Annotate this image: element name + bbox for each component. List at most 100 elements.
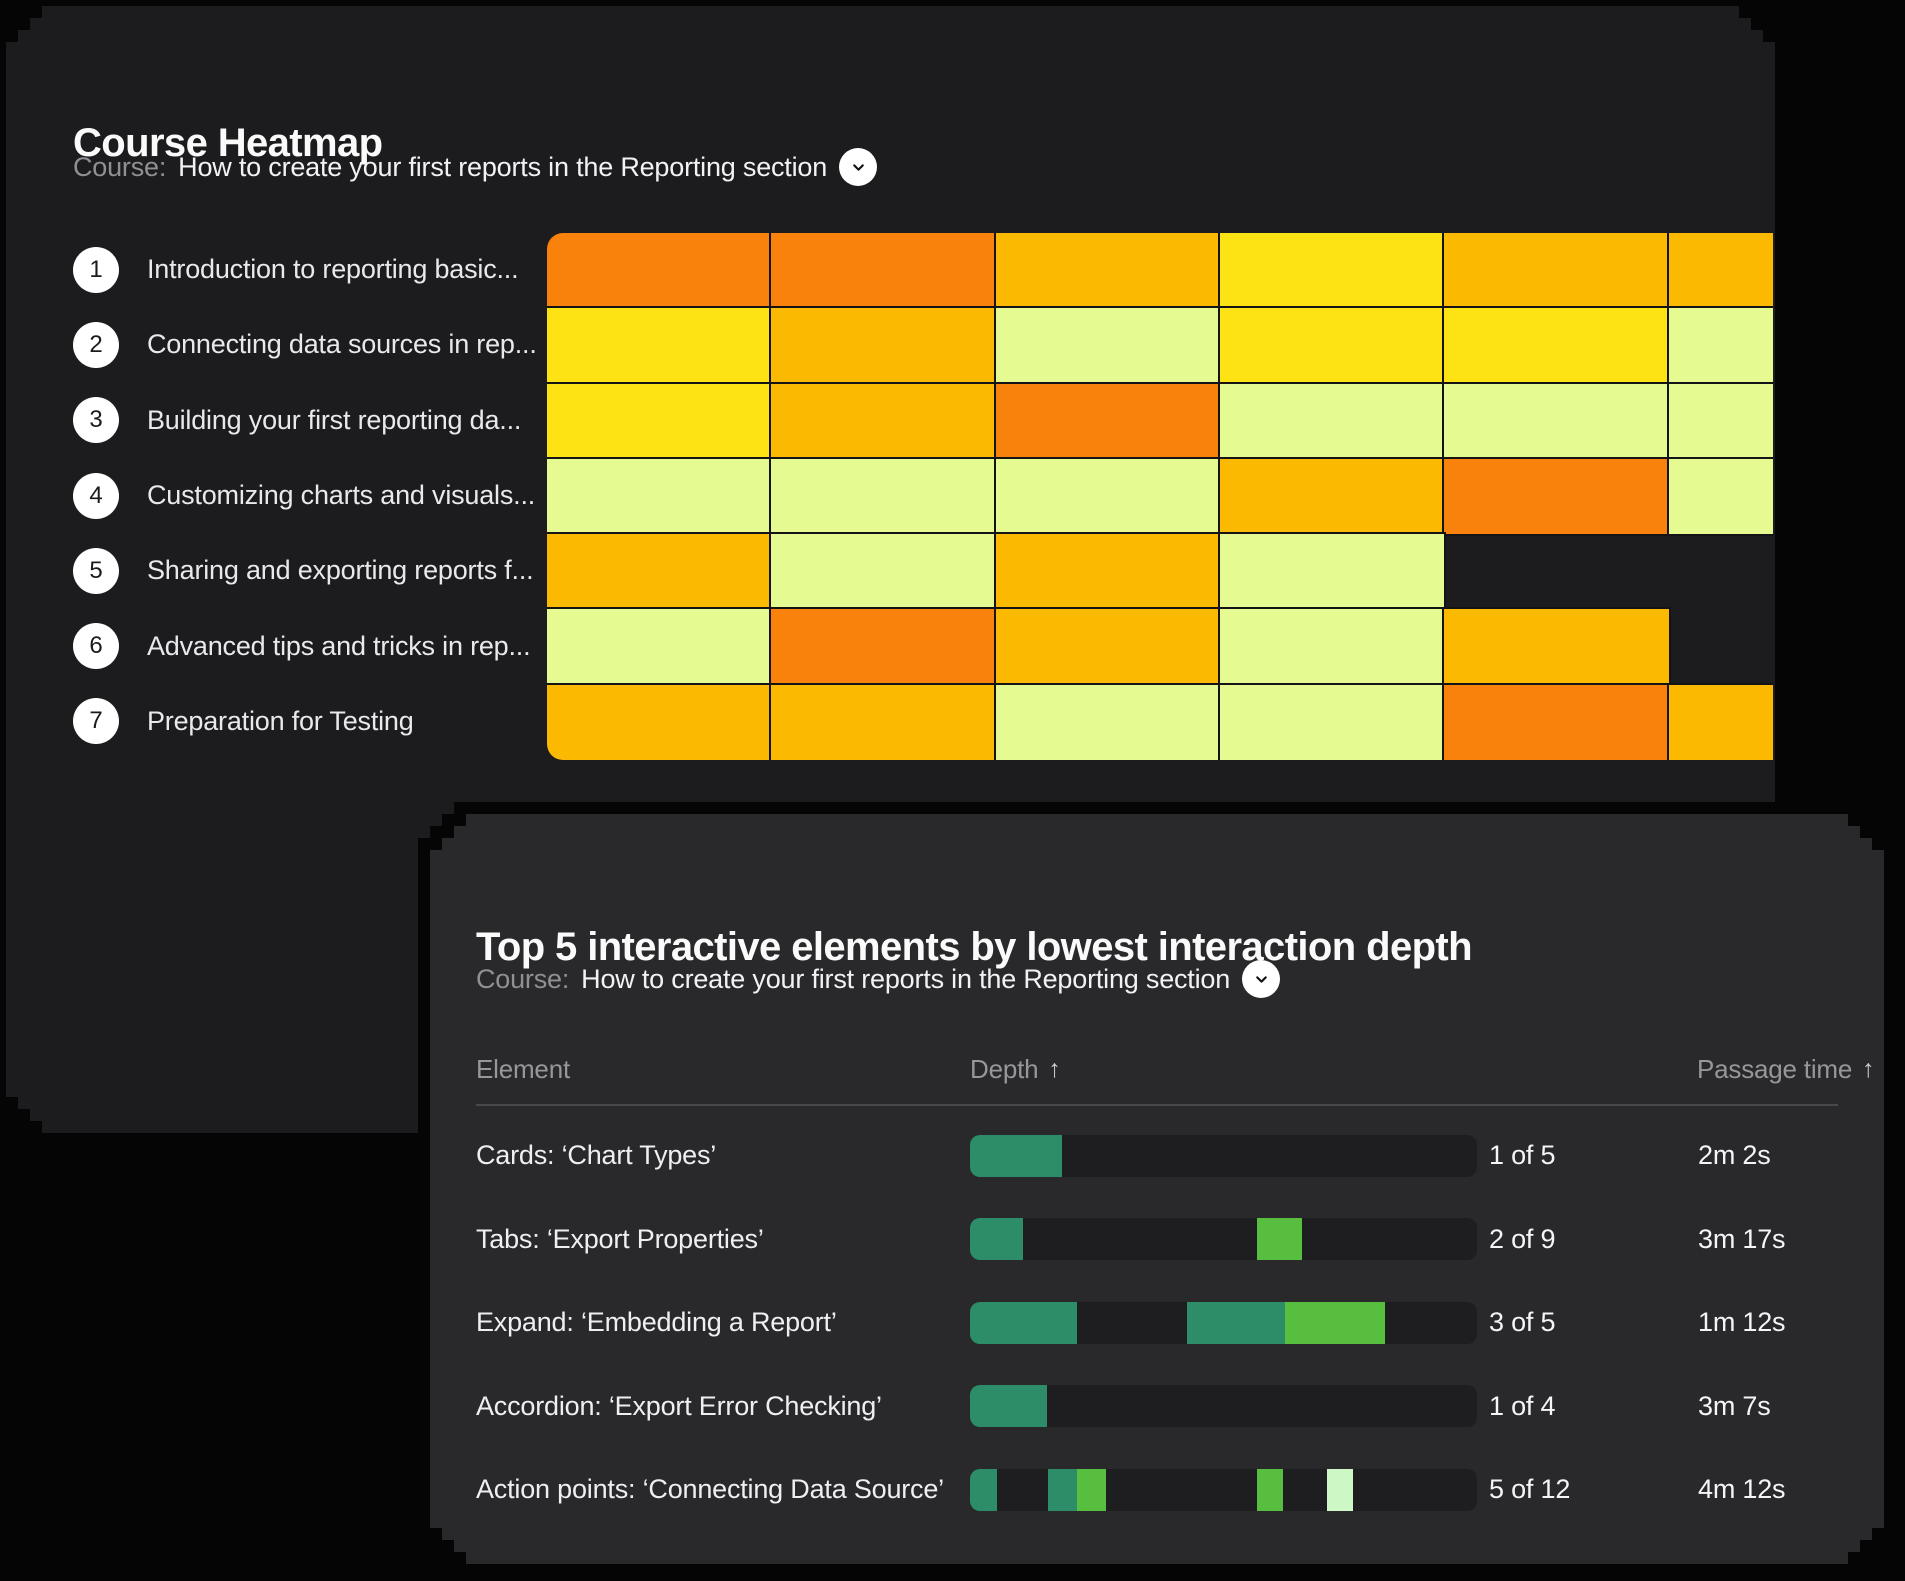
lesson-item-6[interactable]: 6 Advanced tips and tricks in rep... <box>73 608 543 683</box>
element-label: Cards: ‘Chart Types’ <box>476 1140 717 1171</box>
table-row-4: Accordion: ‘Export Error Checking’ 1 of 4… <box>430 1365 1884 1449</box>
heatmap-cell-r1-c6-amber[interactable] <box>1669 233 1773 308</box>
lesson-item-5[interactable]: 5 Sharing and exporting reports f... <box>73 533 543 608</box>
heatmap-cell-r3-c2-amber[interactable] <box>771 384 995 459</box>
lesson-number-badge: 1 <box>73 247 119 293</box>
depth-bar-segment-teal <box>970 1302 1077 1344</box>
depth-bar-segment-teal <box>1048 1469 1077 1511</box>
heatmap-course-selector: Course: How to create your first reports… <box>73 148 877 186</box>
heatmap-cell-r6-c4-lime[interactable] <box>1220 609 1444 684</box>
lesson-label: Introduction to reporting basic... <box>147 254 519 285</box>
depth-panel-shadow: Top 5 interactive elements by lowest int… <box>418 802 1896 1576</box>
heatmap-cell-r6-c1-lime[interactable] <box>547 609 771 684</box>
lesson-label: Connecting data sources in rep... <box>147 329 537 360</box>
chevron-down-icon <box>1253 971 1270 988</box>
heatmap-cell-r5-c2-lime[interactable] <box>771 534 995 609</box>
sort-ascending-icon: ↑ <box>1048 1055 1061 1083</box>
heatmap-cell-r7-c1-amber[interactable] <box>547 685 771 760</box>
course-label: Course: <box>73 151 167 182</box>
element-label: Accordion: ‘Export Error Checking’ <box>476 1390 882 1421</box>
passage-time-value: 2m 2s <box>1698 1140 1771 1171</box>
depth-bar-segment-mint <box>1327 1469 1353 1511</box>
table-rows: Cards: ‘Chart Types’ 1 of 5 2m 2s Tabs: ‘Ex… <box>430 1114 1884 1532</box>
depth-value: 2 of 9 <box>1489 1223 1556 1254</box>
heatmap-cell-r3-c4-lime[interactable] <box>1220 384 1444 459</box>
element-label: Tabs: ‘Export Properties’ <box>476 1223 764 1254</box>
lesson-item-2[interactable]: 2 Connecting data sources in rep... <box>73 307 543 382</box>
column-header-element: Element <box>476 1054 570 1084</box>
depth-bar-segment-green <box>1257 1218 1302 1260</box>
heatmap-cell-r5-c1-amber[interactable] <box>547 534 771 609</box>
heatmap-cell-r1-c5-amber[interactable] <box>1444 233 1668 308</box>
heatmap-cell-r2-c2-amber[interactable] <box>771 308 995 383</box>
heatmap-cell-r5-c4-lime[interactable] <box>1220 534 1444 609</box>
heatmap-cell-r2-c3-lime[interactable] <box>996 308 1220 383</box>
lesson-number-badge: 7 <box>73 698 119 744</box>
heatmap-cell-r1-c2-orange[interactable] <box>771 233 995 308</box>
heatmap-cell-r3-c6-lime[interactable] <box>1669 384 1773 459</box>
depth-value: 5 of 12 <box>1489 1474 1571 1505</box>
lesson-label: Customizing charts and visuals... <box>147 480 536 511</box>
heatmap-cell-r7-c2-amber[interactable] <box>771 685 995 760</box>
heatmap-cell-r1-c3-amber[interactable] <box>996 233 1220 308</box>
depth-bar <box>970 1218 1477 1260</box>
lesson-list: 1 Introduction to reporting basic... 2 Conn… <box>73 232 543 759</box>
heatmap-cell-r6-c6-empty <box>1669 609 1773 684</box>
heatmap-cell-r7-c5-orange[interactable] <box>1444 685 1668 760</box>
heatmap-cell-r4-c5-orange[interactable] <box>1444 459 1668 534</box>
heatmap-cell-r7-c4-lime[interactable] <box>1220 685 1444 760</box>
heatmap-cell-r3-c5-lime[interactable] <box>1444 384 1668 459</box>
heatmap-cell-r4-c3-lime[interactable] <box>996 459 1220 534</box>
lesson-item-1[interactable]: 1 Introduction to reporting basic... <box>73 232 543 307</box>
element-label: Action points: ‘Connecting Data Source’ <box>476 1474 944 1505</box>
lesson-item-4[interactable]: 4 Customizing charts and visuals... <box>73 458 543 533</box>
table-row-2: Tabs: ‘Export Properties’ 2 of 9 3m 17s <box>430 1198 1884 1282</box>
depth-bar-segment-teal <box>970 1135 1062 1177</box>
heatmap-cell-r4-c1-lime[interactable] <box>547 459 771 534</box>
chevron-down-icon <box>850 159 867 176</box>
course-name: How to create your first reports in the … <box>581 963 1231 994</box>
heatmap-cell-r2-c5-yellow[interactable] <box>1444 308 1668 383</box>
heatmap-cell-r6-c2-orange[interactable] <box>771 609 995 684</box>
heatmap-cell-r1-c1-orange[interactable] <box>547 233 771 308</box>
heatmap-cell-r5-c3-amber[interactable] <box>996 534 1220 609</box>
lesson-item-7[interactable]: 7 Preparation for Testing <box>73 684 543 759</box>
passage-time-value: 4m 12s <box>1698 1474 1786 1505</box>
depth-bar-segment-teal <box>970 1385 1047 1427</box>
heatmap-cell-r2-c4-yellow[interactable] <box>1220 308 1444 383</box>
lesson-label: Sharing and exporting reports f... <box>147 555 534 586</box>
depth-bar-segment-green <box>1257 1469 1283 1511</box>
heatmap-cell-r6-c3-amber[interactable] <box>996 609 1220 684</box>
heatmap-cell-r4-c4-amber[interactable] <box>1220 459 1444 534</box>
column-header-passage-time[interactable]: Passage time ↑ <box>1697 1054 1875 1084</box>
heatmap-cell-r7-c6-amber[interactable] <box>1669 685 1773 760</box>
depth-bar-segment-teal <box>970 1218 1023 1260</box>
course-label: Course: <box>476 963 570 994</box>
heatmap-cell-r6-c5-amber[interactable] <box>1444 609 1668 684</box>
depth-bar <box>970 1469 1477 1511</box>
column-header-depth[interactable]: Depth ↑ <box>970 1054 1061 1084</box>
heatmap-cell-r7-c3-lime[interactable] <box>996 685 1220 760</box>
heatmap-cell-r5-c5-empty <box>1444 534 1668 609</box>
lesson-number-badge: 5 <box>73 548 119 594</box>
course-dropdown-button[interactable] <box>839 148 877 186</box>
heatmap-cell-r4-c2-lime[interactable] <box>771 459 995 534</box>
heatmap-cell-r1-c4-yellow[interactable] <box>1220 233 1444 308</box>
heatmap-cell-r2-c1-yellow[interactable] <box>547 308 771 383</box>
passage-time-value: 3m 17s <box>1698 1223 1786 1254</box>
heatmap-cell-r2-c6-lime[interactable] <box>1669 308 1773 383</box>
course-dropdown-button[interactable] <box>1242 960 1280 998</box>
sort-ascending-icon: ↑ <box>1862 1055 1875 1083</box>
depth-value: 1 of 4 <box>1489 1390 1556 1421</box>
depth-course-selector: Course: How to create your first reports… <box>476 960 1280 998</box>
lesson-label: Advanced tips and tricks in rep... <box>147 630 531 661</box>
course-heatmap-panel: Course Heatmap Course: How to create you… <box>6 6 1775 1133</box>
depth-bar-segment-green <box>1285 1302 1385 1344</box>
heatmap-cell-r3-c1-yellow[interactable] <box>547 384 771 459</box>
lesson-item-3[interactable]: 3 Building your first reporting da... <box>73 383 543 458</box>
heatmap-cell-r3-c3-orange[interactable] <box>996 384 1220 459</box>
lesson-label: Preparation for Testing <box>147 705 414 736</box>
depth-bar <box>970 1135 1477 1177</box>
heatmap-cell-r4-c6-lime[interactable] <box>1669 459 1773 534</box>
